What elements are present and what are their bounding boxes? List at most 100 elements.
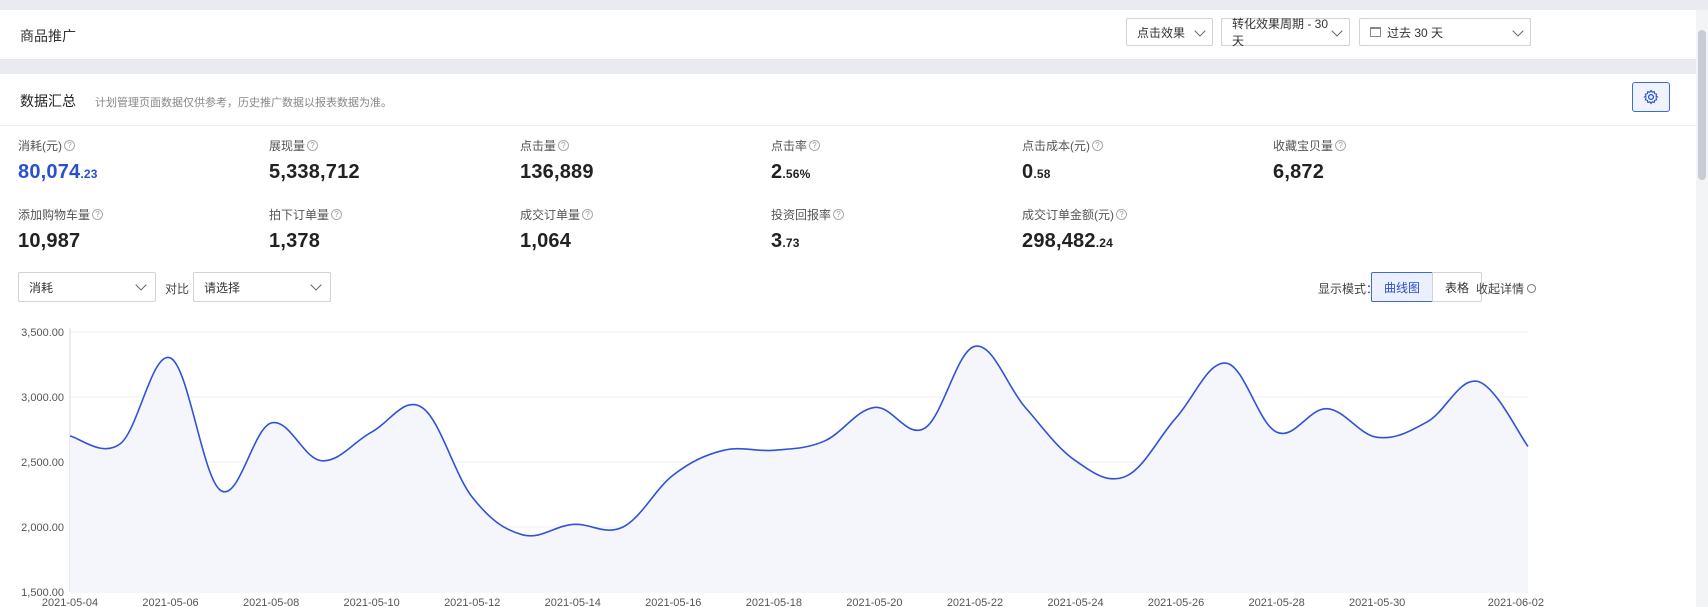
data-point [771, 447, 777, 453]
metric-impressions: 展现量? 5,338,712 [269, 137, 360, 184]
mode-curve-button[interactable]: 曲线图 [1371, 272, 1434, 302]
metric-spend: 消耗(元)? 80,074.23 [18, 137, 98, 184]
help-icon[interactable]: ? [582, 209, 594, 220]
compare-select[interactable]: 请选择 [193, 272, 331, 302]
data-point [721, 447, 727, 453]
data-point [1274, 429, 1280, 435]
metric-label: 收藏宝贝量 [1273, 139, 1334, 153]
collapse-details-link[interactable]: 收起详情 [1476, 280, 1537, 297]
metric-add-to-cart: 添加购物车量? 10,987 [18, 206, 104, 253]
data-point [268, 420, 274, 426]
data-point [1173, 415, 1179, 421]
chevron-down-icon [1512, 25, 1524, 37]
help-icon[interactable]: ? [331, 209, 343, 220]
y-tick-label: 2,000.00 [21, 522, 64, 534]
data-point [871, 404, 877, 410]
data-point [620, 524, 626, 530]
x-tick-label: 2021-05-28 [1248, 597, 1304, 607]
data-point [670, 472, 676, 478]
series-area [70, 346, 1528, 592]
data-point [117, 441, 123, 447]
help-icon[interactable]: ? [1335, 140, 1347, 151]
metric-gmv: 成交订单金额(元)? 298,482.24 [1022, 206, 1127, 253]
metric-value-decimal: .73 [782, 236, 800, 250]
collapse-details-label: 收起详情 [1476, 282, 1525, 296]
y-tick-label: 3,500.00 [21, 327, 64, 339]
data-point [469, 494, 475, 500]
effect-dropdown-label: 点击效果 [1137, 25, 1186, 40]
data-point [369, 429, 375, 435]
help-icon[interactable]: ? [558, 140, 570, 151]
y-tick-label: 2,500.00 [21, 457, 64, 469]
mode-table-button[interactable]: 表格 [1432, 272, 1483, 302]
x-tick-label: 2021-05-18 [746, 597, 802, 607]
scrollbar-thumb[interactable] [1698, 30, 1706, 180]
metric-clicks: 点击量? 136,889 [520, 137, 594, 184]
summary-title: 数据汇总 [20, 93, 76, 109]
top-bar: 商品推广 点击效果 转化效果周期 - 30天 过去 30 天 [0, 10, 1708, 60]
x-tick-label: 2021-05-14 [545, 597, 601, 607]
data-point [922, 425, 928, 431]
chevron-down-icon [135, 279, 147, 291]
x-tick-label: 2021-05-24 [1047, 597, 1103, 607]
metric-label: 拍下订单量 [269, 208, 330, 222]
help-icon[interactable]: ? [307, 140, 319, 151]
date-range-dropdown[interactable]: 过去 30 天 [1359, 18, 1531, 46]
date-range-label: 过去 30 天 [1387, 25, 1444, 40]
settings-button[interactable] [1632, 82, 1670, 112]
compare-label: 对比 [165, 282, 190, 296]
help-icon[interactable]: ? [809, 140, 821, 151]
x-tick-label: 2021-05-20 [846, 597, 902, 607]
metric-value-decimal: .24 [1095, 236, 1113, 250]
period-dropdown-label: 转化效果周期 - 30天 [1232, 17, 1329, 48]
help-icon[interactable]: ? [833, 209, 845, 220]
data-point [318, 458, 324, 464]
series-line [69, 345, 1529, 537]
data-point [419, 404, 425, 410]
effect-dropdown[interactable]: 点击效果 [1126, 18, 1213, 46]
metric-value: 298,482 [1022, 230, 1096, 252]
metric-ctr: 点击率? 2.56% [771, 137, 821, 184]
page-title: 商品推广 [20, 28, 76, 44]
summary-header: 数据汇总 计划管理页面数据仅供参考，历史推广数据以报表数据为准。 [0, 74, 1708, 126]
metric-value: 5,338,712 [269, 161, 360, 183]
data-point [1073, 458, 1079, 464]
x-tick-label: 2021-05-08 [243, 597, 299, 607]
help-icon[interactable]: ? [92, 209, 104, 220]
metric-label: 投资回报率 [771, 208, 832, 222]
display-mode-toggle: 曲线图 表格 [1371, 272, 1483, 302]
data-point [1475, 378, 1481, 384]
metric-label: 成交订单金额(元) [1022, 208, 1114, 222]
metric-value: 10,987 [18, 230, 81, 252]
metric-orders-placed: 拍下订单量? 1,378 [269, 206, 343, 253]
gear-icon [1643, 89, 1659, 105]
metric-value: 0 [1022, 161, 1034, 183]
metric-label: 展现量 [269, 139, 306, 153]
data-point [821, 438, 827, 444]
metric-select-value: 消耗 [29, 280, 54, 295]
help-icon[interactable]: ? [64, 140, 75, 151]
calendar-icon [1370, 27, 1381, 37]
data-point [1324, 406, 1330, 412]
period-dropdown[interactable]: 转化效果周期 - 30天 [1221, 17, 1350, 48]
display-mode-label: 显示模式： [1318, 282, 1379, 296]
metric-value: 80,074 [18, 161, 81, 183]
data-point [519, 532, 525, 538]
metric-label: 成交订单量 [520, 208, 581, 222]
metric-select[interactable]: 消耗 [18, 272, 156, 302]
chevron-down-icon [310, 279, 322, 291]
metric-label: 点击率 [771, 139, 808, 153]
help-icon[interactable]: ? [1092, 140, 1103, 151]
help-icon[interactable]: ? [1116, 209, 1127, 220]
metric-orders-closed: 成交订单量? 1,064 [520, 206, 594, 253]
data-point [168, 355, 174, 361]
data-point [67, 433, 73, 439]
metric-value: 3 [771, 230, 783, 252]
x-tick-label: 2021-05-04 [42, 597, 98, 607]
y-tick-label: 3,000.00 [21, 392, 64, 404]
metric-roi: 投资回报率? 3.73 [771, 206, 845, 253]
x-tick-label: 2021-05-22 [947, 597, 1003, 607]
summary-panel: 数据汇总 计划管理页面数据仅供参考，历史推广数据以报表数据为准。 消耗(元)? … [0, 74, 1708, 607]
y-tick-label: 1,500.00 [21, 587, 64, 599]
data-point [218, 488, 224, 494]
